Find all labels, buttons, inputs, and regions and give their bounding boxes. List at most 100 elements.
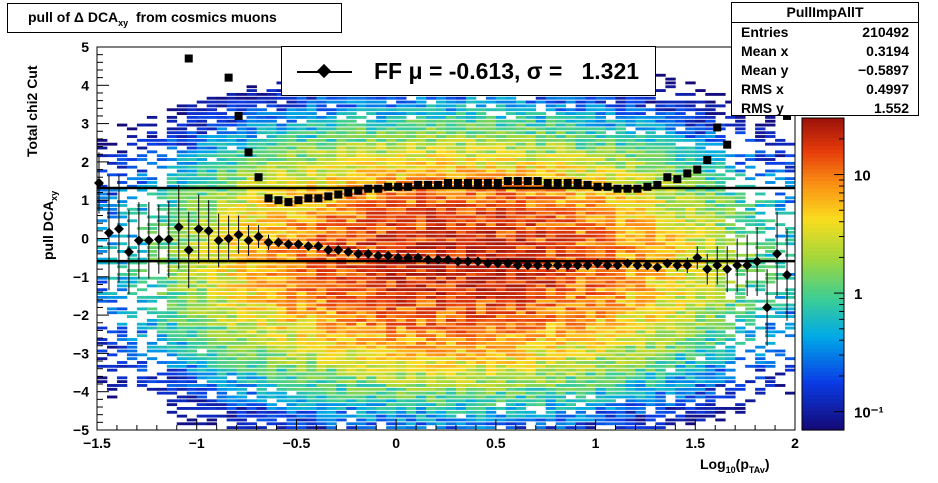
heatmap-cell [296,338,307,341]
heatmap-cell [475,349,487,353]
heatmap-cell [505,219,517,223]
heatmap-cell [645,123,656,127]
heatmap-cell [306,399,317,403]
heatmap-cell [585,380,596,384]
heatmap-cell [306,204,317,207]
heatmap-cell [515,322,527,326]
heatmap-cell [276,318,287,322]
heatmap-cell [366,391,377,395]
heatmap-cell [286,127,297,131]
heatmap-cell [356,391,367,395]
heatmap-cell [166,215,178,219]
heatmap-cell [675,299,686,303]
heatmap-cell [645,215,656,219]
heatmap-cell [276,104,287,108]
heatmap-cell [126,315,138,318]
heatmap-cell [216,154,228,158]
heatmap-cell [416,399,427,403]
heatmap-cell [186,330,198,334]
heatmap-cell [545,380,557,384]
heatmap-cell [645,142,656,146]
heatmap-cell [426,384,437,387]
heatmap-cell [525,146,537,150]
heatmap-cell [515,127,527,131]
heatmap-cell [306,108,317,112]
heatmap-cell [505,253,517,257]
heatmap-cell [475,395,487,399]
heatmap-cell [575,384,586,387]
heatmap-cell [685,146,696,150]
heatmap-cell [515,188,527,192]
heatmap-cell [276,345,287,349]
heatmap-cell [266,142,277,146]
heatmap-cell [236,104,247,108]
heatmap-cell [376,192,387,196]
heatmap-cell [595,127,606,131]
heatmap-cell [426,361,437,364]
heatmap-cell [236,272,247,276]
heatmap-cell [426,284,437,288]
heatmap-cell [356,353,367,357]
heatmap-cell [346,119,357,123]
heatmap-cell [306,207,317,211]
heatmap-cell [406,135,417,138]
heatmap-cell [256,349,267,353]
heatmap-cell [316,341,327,345]
heatmap-cell [605,272,616,276]
heatmap-cell [465,341,477,345]
heatmap-cell [396,276,407,280]
heatmap-cell [256,257,267,261]
heatmap-cell [316,387,327,391]
heatmap-cell [316,403,327,407]
heatmap-cell [426,165,437,169]
heatmap-cell [416,100,427,104]
heatmap-cell [455,315,467,318]
heatmap-cell [266,326,277,330]
heatmap-cell [116,165,128,169]
heatmap-cell [256,345,267,349]
heatmap-cell [475,272,487,276]
heatmap-cell [525,131,537,135]
heatmap-cell [116,223,128,227]
heatmap-cell [176,288,188,292]
heatmap-cell [625,161,636,165]
heatmap-cell [286,253,297,257]
heatmap-cell [665,311,676,315]
heatmap-cell [316,276,327,280]
heatmap-cell [126,353,138,357]
heatmap-cell [386,238,397,242]
heatmap-cell [545,315,557,318]
heatmap-cell [296,112,307,115]
heatmap-cell [565,146,577,150]
heatmap-cell [326,108,337,112]
heatmap-cell [166,322,178,326]
heatmap-cell [326,311,337,315]
heatmap-cell [575,280,586,284]
heatmap-cell [565,403,577,407]
heatmap-cell [645,135,656,138]
heatmap-cell [226,246,237,250]
heatmap-cell [465,204,477,207]
heatmap-cell [346,284,357,288]
heatmap-cell [376,119,387,123]
heatmap-cell [595,269,606,273]
heatmap-cell [346,100,357,104]
heatmap-cell [316,303,327,307]
heatmap-cell [356,211,367,215]
heatmap-cell [635,338,646,341]
heatmap-cell [446,150,457,154]
heatmap-cell [595,418,606,422]
heatmap-cell [505,184,517,188]
heatmap-cell [565,399,577,403]
heatmap-cell [665,142,676,146]
heatmap-cell [645,345,656,349]
heatmap-cell [455,345,467,349]
heatmap-cell [216,104,228,108]
heatmap-cell [465,269,477,273]
heatmap-cell [675,234,686,238]
heatmap-cell [196,127,208,131]
heatmap-cell [336,234,347,238]
heatmap-cell [515,295,527,299]
heatmap-cell [286,257,297,261]
heatmap-cell [495,376,507,380]
